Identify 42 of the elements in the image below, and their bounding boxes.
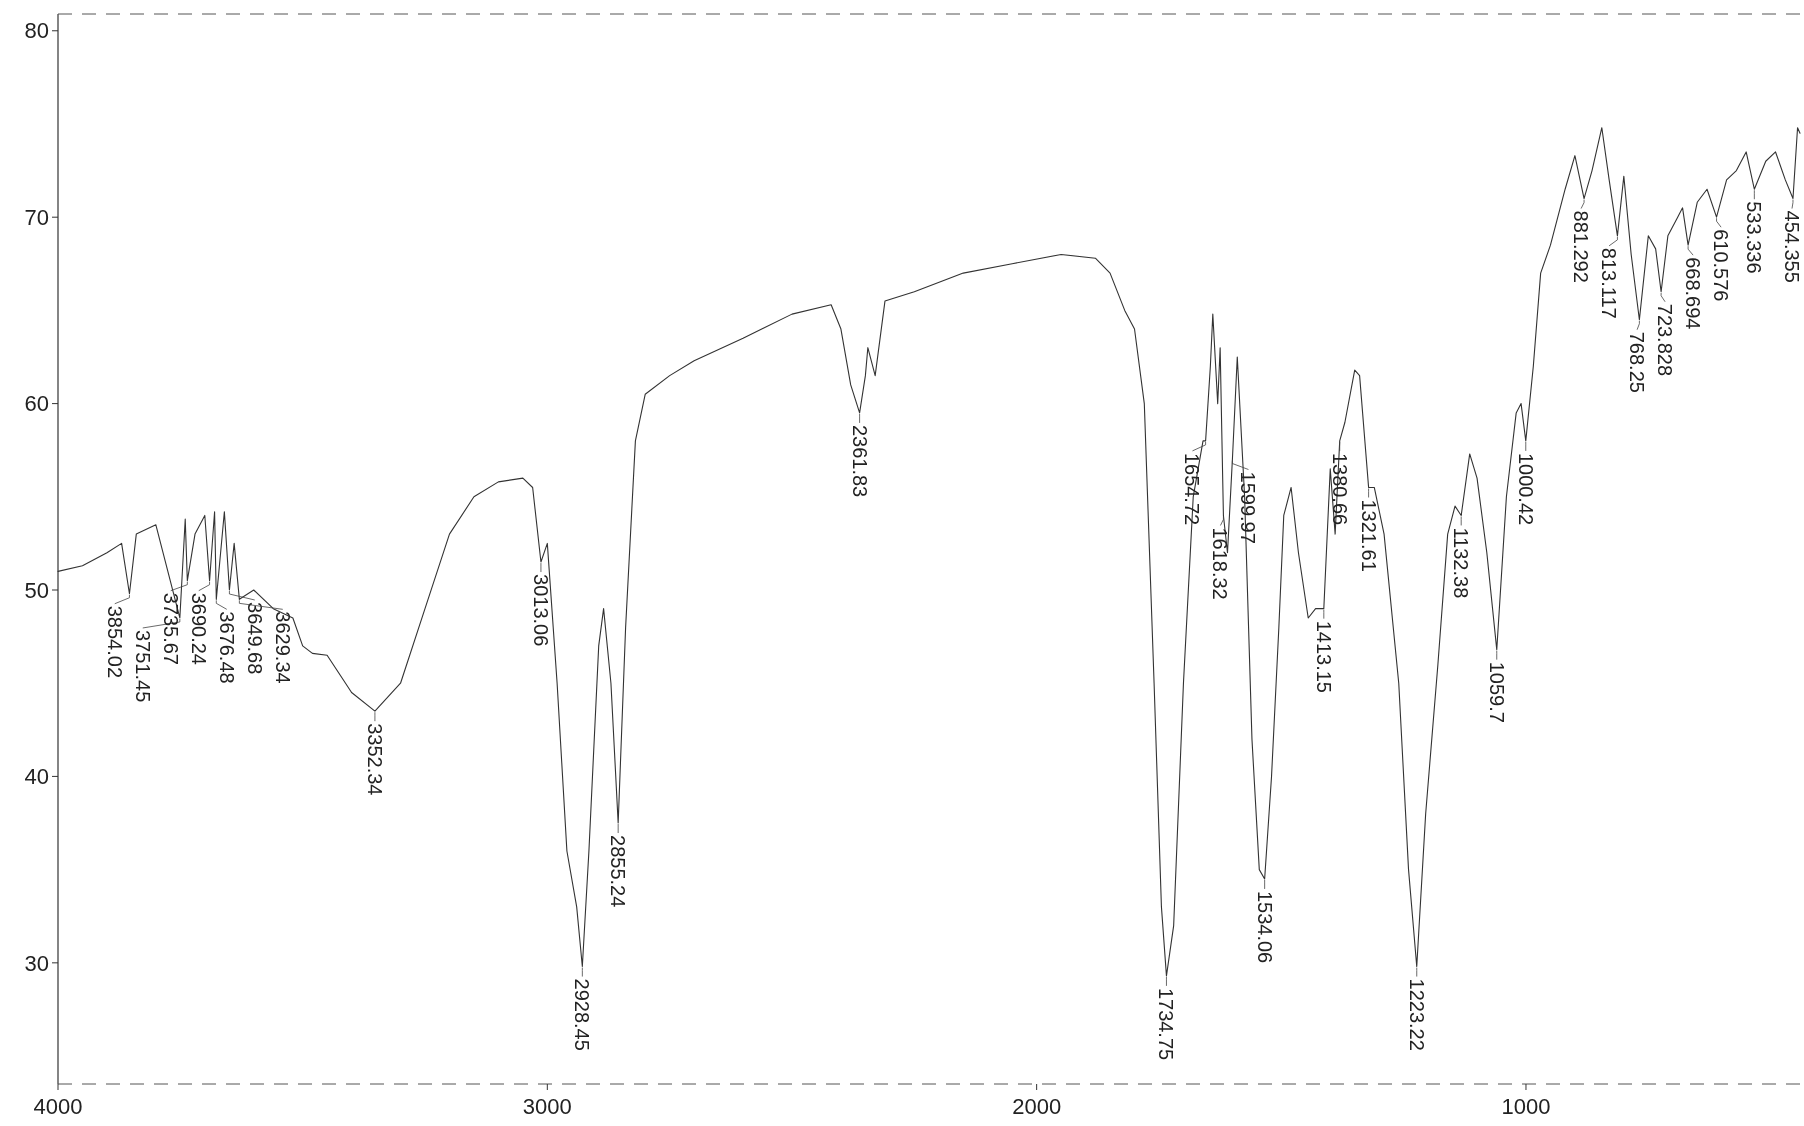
annotation: 1132.38	[1450, 527, 1473, 599]
annotation: 768.25	[1626, 331, 1649, 393]
y-tick-label: 80	[24, 18, 49, 44]
annotation: 1618.32	[1209, 527, 1232, 600]
annotation: 3751.45	[131, 629, 154, 703]
y-tick-label: 30	[24, 950, 49, 976]
annotation: 1599.97	[1237, 471, 1260, 544]
annotation: 2855.24	[607, 835, 630, 908]
annotation: 610.576	[1710, 229, 1733, 302]
annotation: 2928.45	[571, 978, 594, 1051]
annotation: 3629.34	[271, 611, 294, 684]
annotation: 3690.24	[187, 592, 210, 665]
annotation: 1321.61	[1357, 499, 1380, 572]
annotation: 1059.7	[1485, 661, 1508, 723]
x-tick-label: 3000	[522, 1094, 572, 1119]
annotation: 2361.83	[848, 424, 871, 498]
annotation: 1000.42	[1514, 452, 1537, 526]
annotation: 881.292	[1570, 210, 1593, 283]
annotation: 1734.75	[1155, 987, 1178, 1061]
y-tick-label: 60	[24, 391, 49, 417]
y-tick-label: 70	[24, 204, 49, 230]
annotation: 1223.22	[1405, 978, 1428, 1051]
annotation: 3854.02	[103, 605, 126, 679]
annotation: 1534.06	[1253, 890, 1276, 964]
annotation: 3676.48	[215, 611, 238, 684]
x-tick-label: 4000	[33, 1094, 83, 1119]
annotation: 3352.34	[363, 723, 386, 796]
annotation: 668.694	[1682, 257, 1705, 330]
annotation: 813.117	[1598, 247, 1621, 319]
x-tick-label: 2000	[1012, 1094, 1062, 1119]
annotation: 723.828	[1654, 303, 1677, 377]
annotation: 1413.15	[1312, 620, 1335, 693]
x-tick-label: 1000	[1501, 1094, 1551, 1119]
annotation: 1654.72	[1181, 452, 1204, 526]
annotation: 3735.67	[159, 592, 182, 665]
annotation: 454.355	[1781, 210, 1803, 283]
y-tick-label: 40	[24, 764, 49, 790]
annotation: 1380.66	[1328, 452, 1351, 526]
annotation: 3013.06	[529, 574, 552, 647]
annotation: 3649.68	[243, 602, 266, 675]
y-tick-label: 50	[24, 577, 49, 603]
annotation: 533.336	[1743, 201, 1766, 274]
